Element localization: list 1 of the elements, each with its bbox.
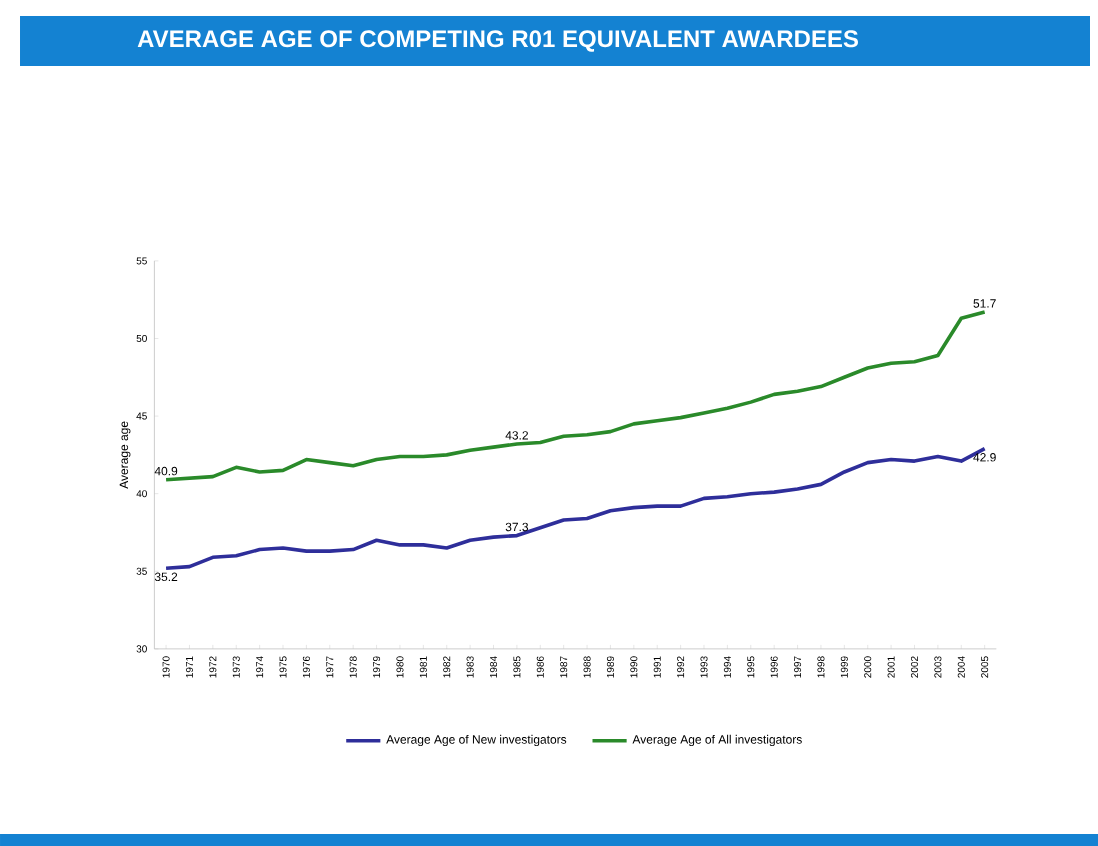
chart-title: AVERAGE AGE OF COMPETING R01 EQUIVALENT AWARDEES: [137, 30, 858, 52]
